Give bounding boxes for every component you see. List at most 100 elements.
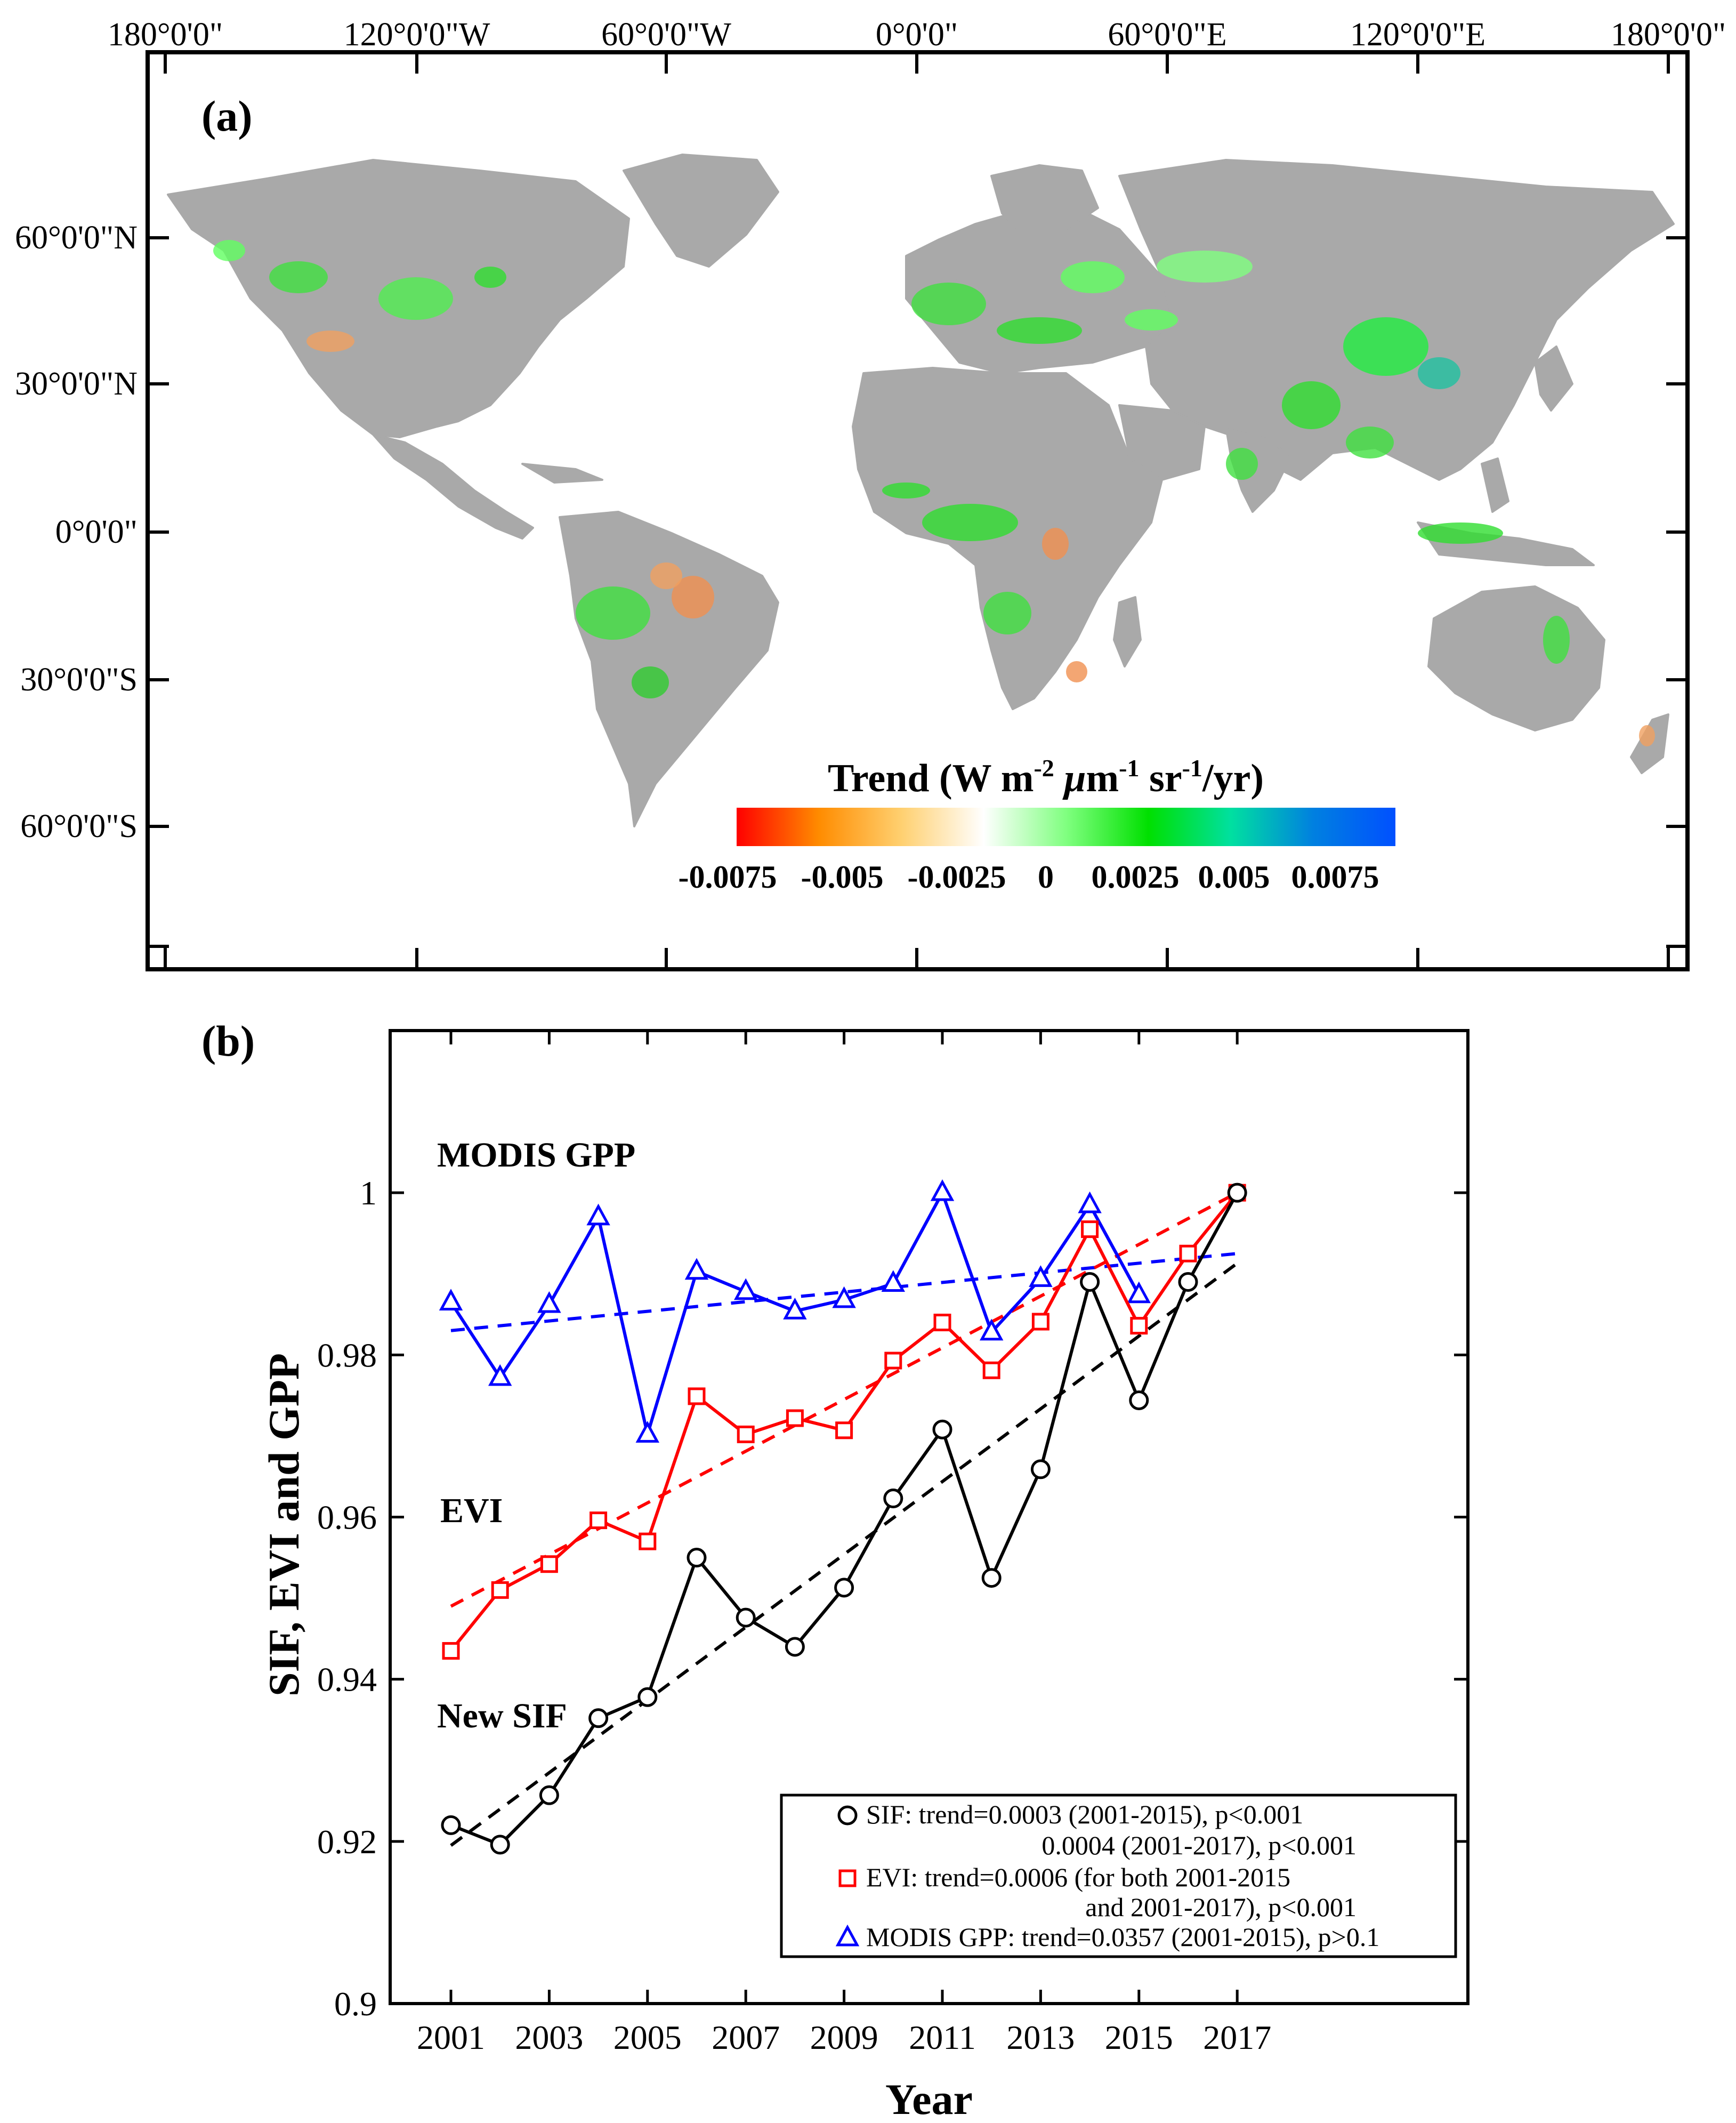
land-scandinavia <box>990 164 1099 236</box>
trend-patch <box>1125 309 1178 331</box>
point-modis-gpp <box>733 1278 758 1300</box>
land-central-america <box>372 433 534 540</box>
map-top-tick-label: 180°0'0" <box>108 17 223 53</box>
legend-entry-continuation: 0.0004 (2001-2017), p<0.001 <box>1041 1830 1356 1860</box>
x-tick-label: 2013 <box>1006 2019 1075 2056</box>
point-evi <box>786 1409 804 1427</box>
colorbar: Trend (W m-2 μm-1 sr-1/yr) -0.0075 -0.005… <box>679 754 1395 895</box>
point-evi <box>491 1581 509 1599</box>
x-axis-label: Year <box>885 2075 973 2123</box>
point-modis-gpp <box>439 1289 463 1310</box>
y-tick-label: 0.92 <box>317 1823 377 1861</box>
trend-patch <box>213 240 245 261</box>
legend-entry-text: : trend=0.0006 (for both 2001-2015 <box>910 1862 1290 1892</box>
point-modis-gpp <box>1078 1191 1102 1213</box>
y-tick-label: 0.94 <box>317 1661 377 1699</box>
map-left-tick-label: 0°0'0" <box>55 514 138 550</box>
colorbar-tick-label: -0.0075 <box>679 859 777 895</box>
point-evi <box>1130 1317 1148 1335</box>
colorbar-tick-label: -0.0025 <box>908 859 1006 895</box>
point-evi <box>1179 1244 1197 1262</box>
map-top-tick-label: 120°0'0"W <box>344 17 490 53</box>
trend-patch <box>576 586 650 640</box>
point-sif <box>1080 1272 1100 1292</box>
point-modis-gpp <box>586 1203 610 1226</box>
point-sif <box>1030 1459 1051 1479</box>
panel-a-label: (a) <box>201 92 253 140</box>
trend-line-evi <box>450 1191 1238 1608</box>
trend-patch <box>650 562 682 589</box>
map-top-ticks: 180°0'0" 120°0'0"W 60°0'0"W 0°0'0" 60°0'0"E 1… <box>108 17 1726 969</box>
point-modis-gpp <box>635 1421 660 1443</box>
point-sif <box>785 1637 805 1657</box>
trend-patch <box>997 317 1082 344</box>
map-top-tick-label: 60°0'0"W <box>601 17 731 53</box>
y-tick-label: 0.96 <box>317 1499 377 1537</box>
legend-items: SIF: trend=0.0003 (2001-2015), p<0.0010.… <box>835 1799 1379 1952</box>
map-left-tick-label: 60°0'0"S <box>20 808 138 845</box>
y-axis-ticks: 0.9 0.92 0.94 0.96 0.98 1 <box>317 1174 1468 2023</box>
trend-patch <box>983 592 1031 634</box>
point-evi <box>540 1555 558 1573</box>
legend-entry-name: MODIS GPP <box>866 1922 1007 1952</box>
trend-patch <box>1282 381 1341 429</box>
trend-patch <box>1543 616 1570 664</box>
trend-patch <box>1042 528 1069 560</box>
point-modis-gpp <box>1029 1265 1053 1287</box>
x-tick-label: 2001 <box>417 2019 485 2056</box>
legend-entry: EVI: trend=0.0006 (for both 2001-2015 <box>866 1862 1290 1892</box>
trend-patch <box>632 666 669 698</box>
map-left-tick-label: 60°0'0"N <box>15 220 138 256</box>
x-tick-label: 2007 <box>712 2019 780 2056</box>
y-tick-label: 0.98 <box>317 1336 377 1374</box>
point-sif <box>932 1419 952 1440</box>
point-sif <box>490 1835 510 1855</box>
x-tick-label: 2011 <box>909 2019 976 2056</box>
legend-entry-name: EVI <box>866 1862 910 1892</box>
panel-b-label: (b) <box>201 1017 255 1065</box>
x-axis-ticks: 2001 2003 2005 2007 2009 2011 2013 2015 2017 <box>417 1031 1271 2056</box>
point-sif <box>539 1785 559 1805</box>
colorbar-tick-label: -0.005 <box>801 859 884 895</box>
x-tick-label: 2015 <box>1105 2019 1173 2056</box>
land-greenland <box>623 154 779 268</box>
point-evi <box>933 1314 951 1331</box>
map-left-tick-label: 30°0'0"S <box>20 662 138 698</box>
legend-box <box>780 1794 1457 1958</box>
map-top-tick-label: 180°0'0" <box>1611 17 1726 53</box>
trend-patch <box>672 576 714 618</box>
land-madagascar <box>1113 596 1142 668</box>
point-sif <box>1129 1390 1149 1410</box>
colorbar-title: Trend (W m-2 μm-1 sr-1/yr) <box>828 754 1264 800</box>
land-japan <box>1534 345 1573 412</box>
legend-entry: MODIS GPP: trend=0.0357 (2001-2015), p>0… <box>866 1922 1379 1952</box>
legend-entry-name: SIF <box>866 1799 905 1829</box>
point-modis-gpp <box>488 1364 512 1386</box>
trend-patch <box>1226 448 1258 480</box>
x-tick-label: 2017 <box>1203 2019 1271 2056</box>
land-philippines <box>1481 457 1509 513</box>
land-africa <box>852 367 1163 710</box>
point-sif <box>736 1607 756 1628</box>
annotation-modis-gpp: MODIS GPP <box>437 1136 635 1175</box>
point-modis-gpp <box>930 1179 955 1201</box>
trend-patch <box>1639 725 1655 746</box>
legend-entry: SIF: trend=0.0003 (2001-2015), p<0.001 <box>866 1799 1303 1829</box>
x-tick-label: 2005 <box>613 2019 682 2056</box>
map-top-tick-label: 0°0'0" <box>876 17 958 53</box>
map-top-tick-label: 120°0'0"E <box>1350 17 1485 53</box>
map-top-tick-label: 60°0'0"E <box>1108 17 1226 53</box>
annotation-evi: EVI <box>440 1491 503 1530</box>
point-sif <box>1178 1272 1198 1292</box>
point-modis-gpp <box>783 1297 807 1320</box>
map-left-tick-label: 30°0'0"N <box>15 366 138 402</box>
trend-patch <box>922 504 1018 541</box>
colorbar-tick-label: 0.0025 <box>1092 859 1180 895</box>
point-modis-gpp <box>684 1258 709 1280</box>
point-sif <box>883 1489 903 1509</box>
point-evi <box>639 1532 657 1550</box>
x-tick-label: 2009 <box>810 2019 878 2056</box>
trend-line-modis-gpp <box>450 1252 1238 1332</box>
panel-a-map: 180°0'0" 120°0'0"W 60°0'0"W 0°0'0" 60°0'0"E 1… <box>15 17 1726 971</box>
